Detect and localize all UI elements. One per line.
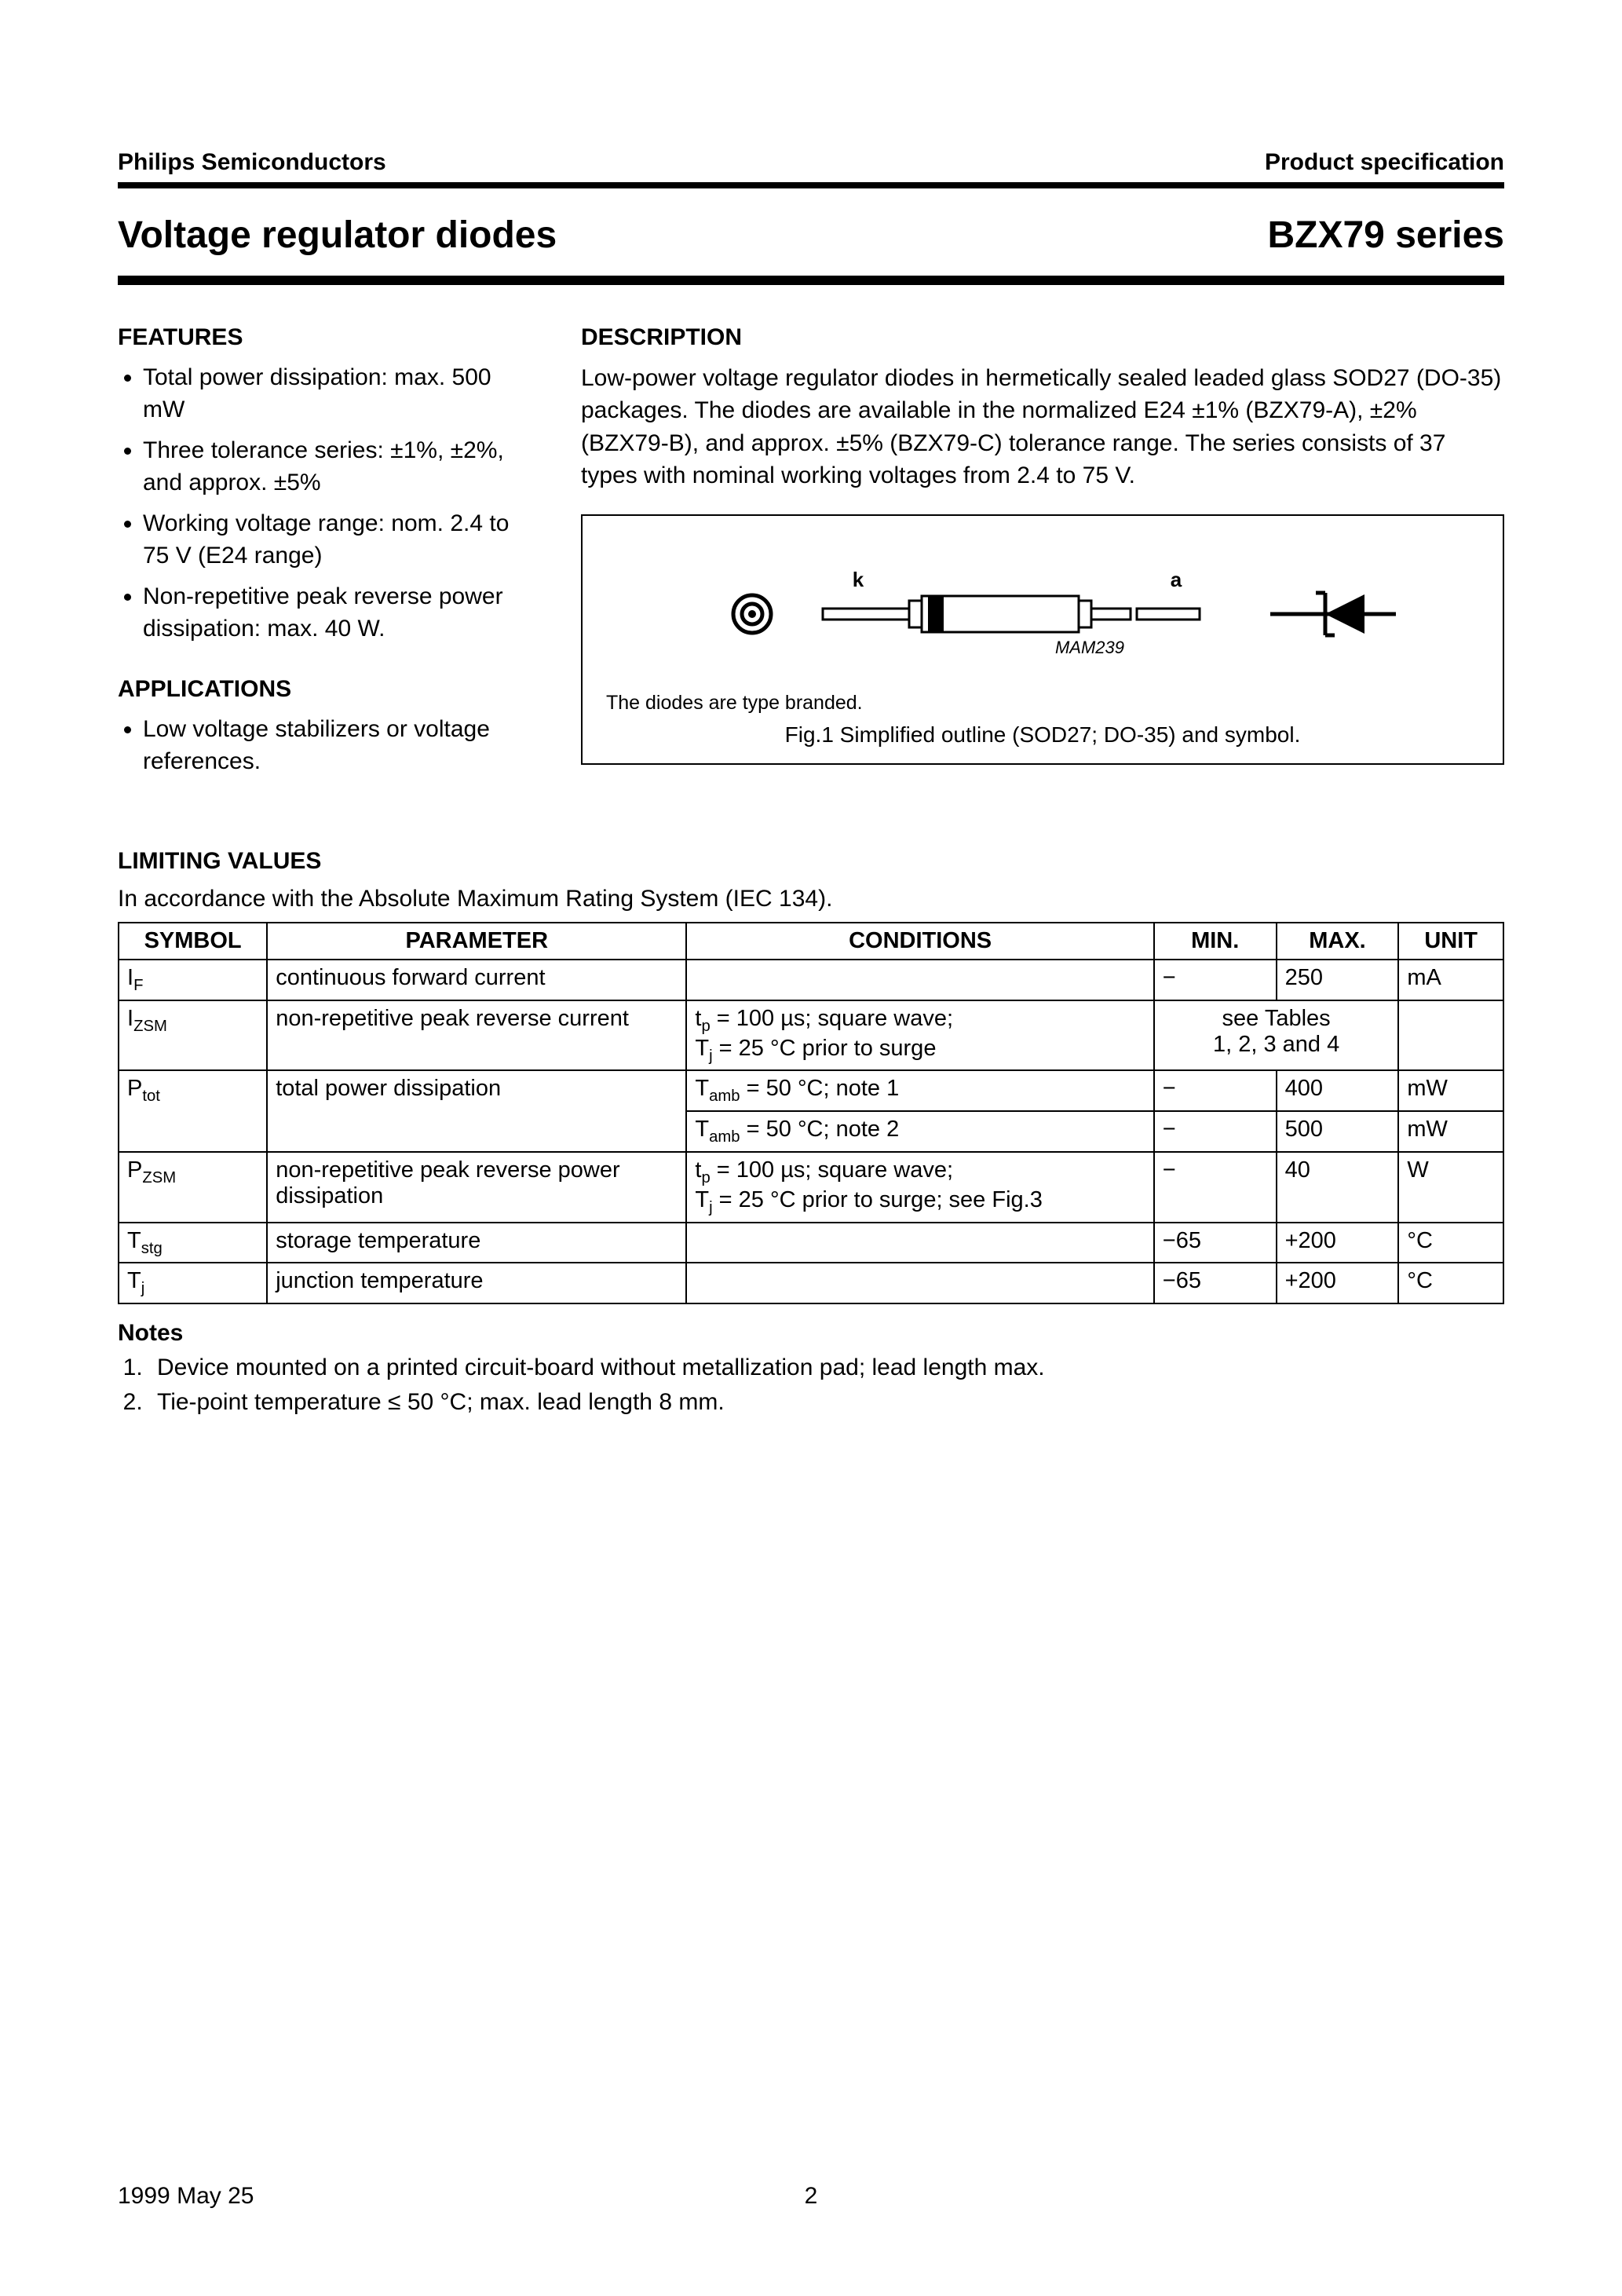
cell-conditions: Tamb = 50 °C; note 1 (686, 1070, 1153, 1111)
footer-date: 1999 May 25 (118, 2183, 254, 2209)
cell-parameter: non-repetitive peak reverse power dissip… (267, 1152, 686, 1223)
header-left: Philips Semiconductors (118, 149, 386, 176)
cell-max: +200 (1277, 1263, 1399, 1303)
col-min: MIN. (1154, 923, 1277, 960)
cell-min: − (1154, 960, 1277, 1000)
footer-page-number: 2 (805, 2183, 818, 2210)
figure-note: The diodes are type branded. (606, 692, 1479, 715)
cell-min: − (1154, 1152, 1277, 1223)
limiting-heading: LIMITING VALUES (118, 848, 1504, 875)
header-right: Product specification (1265, 149, 1504, 176)
cell-unit: mA (1398, 960, 1503, 1000)
col-conditions: CONDITIONS (686, 923, 1153, 960)
cell-parameter: non-repetitive peak reverse current (267, 1000, 686, 1071)
cell-max: 500 (1277, 1111, 1399, 1152)
cell-max: 400 (1277, 1070, 1399, 1111)
svg-text:a: a (1171, 568, 1182, 591)
table-row: Tjjunction temperature −65+200°C (119, 1263, 1503, 1303)
cell-parameter: junction temperature (267, 1263, 686, 1303)
cell-max: 250 (1277, 960, 1399, 1000)
table-row: IZSMnon-repetitive peak reverse currentt… (119, 1000, 1503, 1071)
cell-min: −65 (1154, 1223, 1277, 1263)
col-unit: UNIT (1398, 923, 1503, 960)
table-row: Tstgstorage temperature −65+200°C (119, 1223, 1503, 1263)
col-symbol: SYMBOL (119, 923, 267, 960)
col-max: MAX. (1277, 923, 1399, 960)
cell-conditions: Tamb = 50 °C; note 2 (686, 1111, 1153, 1152)
cell-conditions: tp = 100 µs; square wave;Tj = 25 °C prio… (686, 1000, 1153, 1071)
feature-item: Non-repetitive peak reverse power dissip… (143, 581, 534, 645)
note-item: Tie-point temperature ≤ 50 °C; max. lead… (149, 1389, 1504, 1416)
datasheet-page: Philips Semiconductors Product specifica… (0, 0, 1622, 2296)
cell-unit: W (1398, 1152, 1503, 1223)
cell-max: 40 (1277, 1152, 1399, 1223)
cell-unit: mW (1398, 1111, 1503, 1152)
page-footer: 1999 May 25 2 (118, 2183, 1504, 2210)
note-item: Device mounted on a printed circuit-boar… (149, 1355, 1504, 1381)
col-parameter: PARAMETER (267, 923, 686, 960)
right-column: DESCRIPTION Low-power voltage regulator … (581, 324, 1504, 809)
feature-item: Total power dissipation: max. 500 mW (143, 362, 534, 426)
diode-outline-svg: k a (606, 539, 1479, 689)
cell-minmax-merged: see Tables1, 2, 3 and 4 (1154, 1000, 1399, 1071)
feature-item: Three tolerance series: ±1%, ±2%, and ap… (143, 435, 534, 499)
cell-parameter: storage temperature (267, 1223, 686, 1263)
notes-heading: Notes (118, 1320, 1504, 1347)
features-heading: FEATURES (118, 324, 534, 351)
cell-symbol: Tj (119, 1263, 267, 1303)
cell-conditions (686, 1223, 1153, 1263)
limiting-values-section: LIMITING VALUES In accordance with the A… (118, 848, 1504, 1416)
cell-symbol: Ptot (119, 1070, 267, 1152)
title-row: Voltage regulator diodes BZX79 series (118, 188, 1504, 285)
title-left: Voltage regulator diodes (118, 214, 557, 257)
left-column: FEATURES Total power dissipation: max. 5… (118, 324, 534, 809)
applications-heading: APPLICATIONS (118, 676, 534, 703)
cell-min: − (1154, 1111, 1277, 1152)
cell-unit (1398, 1000, 1503, 1071)
cell-unit: °C (1398, 1223, 1503, 1263)
description-text: Low-power voltage regulator diodes in he… (581, 362, 1504, 492)
cell-symbol: IZSM (119, 1000, 267, 1071)
figure-box: k a (581, 514, 1504, 765)
limiting-values-table: SYMBOL PARAMETER CONDITIONS MIN. MAX. UN… (118, 922, 1504, 1304)
svg-text:MAM239: MAM239 (1055, 638, 1124, 657)
cell-conditions (686, 1263, 1153, 1303)
limiting-intro: In accordance with the Absolute Maximum … (118, 886, 1504, 912)
features-list: Total power dissipation: max. 500 mW Thr… (118, 362, 534, 645)
cell-parameter: total power dissipation (267, 1070, 686, 1152)
applications-list: Low voltage stabilizers or voltage refer… (118, 714, 534, 777)
cell-conditions: tp = 100 µs; square wave;Tj = 25 °C prio… (686, 1152, 1153, 1223)
cell-max: +200 (1277, 1223, 1399, 1263)
cell-symbol: Tstg (119, 1223, 267, 1263)
svg-text:k: k (853, 568, 864, 591)
cell-min: −65 (1154, 1263, 1277, 1303)
figure-drawing: k a (606, 539, 1479, 689)
cell-symbol: PZSM (119, 1152, 267, 1223)
cell-parameter: continuous forward current (267, 960, 686, 1000)
cell-min: − (1154, 1070, 1277, 1111)
feature-item: Working voltage range: nom. 2.4 to 75 V … (143, 508, 534, 572)
table-row: IFcontinuous forward current −250mA (119, 960, 1503, 1000)
title-right: BZX79 series (1267, 214, 1504, 257)
cell-unit: °C (1398, 1263, 1503, 1303)
notes-list: Device mounted on a printed circuit-boar… (118, 1355, 1504, 1416)
table-row: Ptottotal power dissipationTamb = 50 °C;… (119, 1070, 1503, 1111)
content-columns: FEATURES Total power dissipation: max. 5… (118, 324, 1504, 809)
page-header: Philips Semiconductors Product specifica… (118, 149, 1504, 188)
cell-unit: mW (1398, 1070, 1503, 1111)
description-heading: DESCRIPTION (581, 324, 1504, 351)
figure-caption: Fig.1 Simplified outline (SOD27; DO-35) … (606, 722, 1479, 748)
cell-symbol: IF (119, 960, 267, 1000)
table-row: PZSMnon-repetitive peak reverse power di… (119, 1152, 1503, 1223)
application-item: Low voltage stabilizers or voltage refer… (143, 714, 534, 777)
cell-conditions (686, 960, 1153, 1000)
table-header-row: SYMBOL PARAMETER CONDITIONS MIN. MAX. UN… (119, 923, 1503, 960)
